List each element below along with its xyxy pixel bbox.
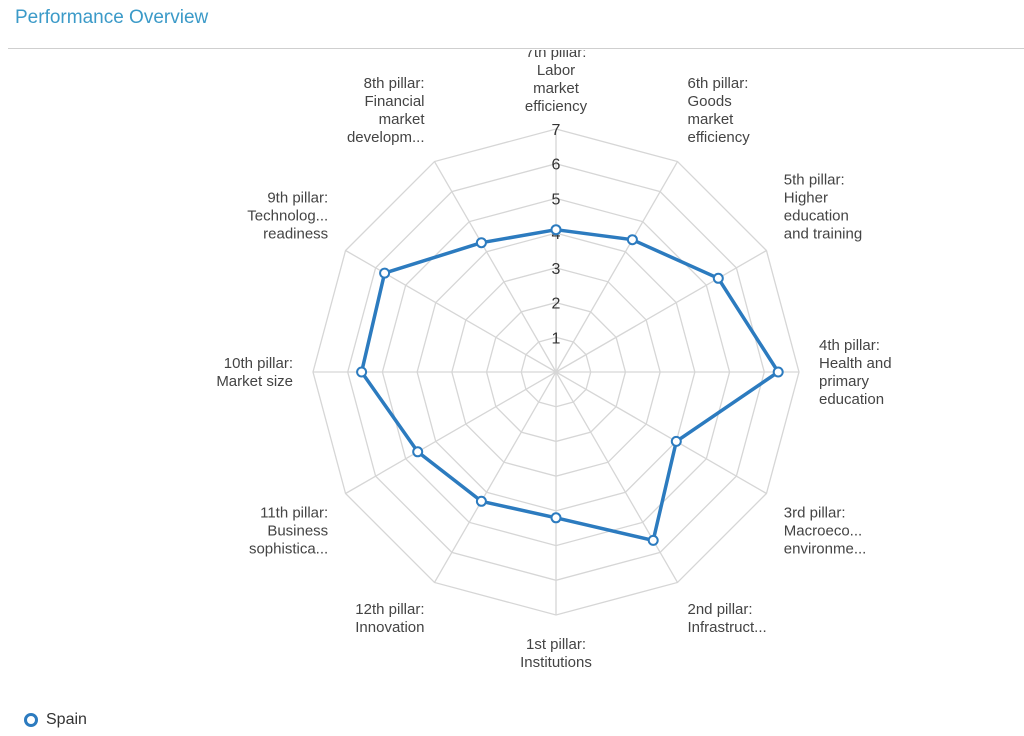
- data-point[interactable]: [379, 267, 391, 279]
- axis-label: 4th pillar: Health and primary education: [819, 337, 892, 408]
- grid-spoke: [555, 371, 767, 495]
- data-point[interactable]: [550, 224, 562, 236]
- data-point[interactable]: [475, 237, 487, 249]
- chart-header: Performance Overview: [0, 0, 1024, 50]
- axis-label: 5th pillar: Higher education and training: [784, 172, 862, 243]
- tick-label: 5: [552, 191, 561, 208]
- grid-spoke: [555, 161, 679, 373]
- legend-item-spain[interactable]: Spain: [46, 711, 87, 728]
- axis-label: 11th pillar: Business sophistica...: [249, 505, 328, 558]
- axis-label: 2nd pillar: Infrastruct...: [688, 601, 767, 636]
- radar-chart: 1234567 7th pillar:Labormarketefficiency…: [216, 50, 891, 671]
- grid-spoke: [433, 371, 557, 583]
- tick-label: 3: [552, 261, 561, 278]
- tick-label: 2: [552, 296, 561, 313]
- data-point[interactable]: [550, 512, 562, 524]
- radar-grid: [312, 128, 800, 616]
- axis-labels: 7th pillar: Labor market efficiency 6th pill…: [216, 50, 891, 671]
- tick-label: 1: [552, 330, 561, 347]
- data-point[interactable]: [412, 446, 424, 458]
- axis-label: 9th pillar: Technolog... readiness: [247, 190, 328, 243]
- axis-label: 8th pillar: Financial market developm...: [347, 75, 425, 146]
- axis-label: 1st pillar: Institutions: [520, 636, 592, 671]
- series-spain: [356, 224, 784, 546]
- data-point[interactable]: [356, 366, 368, 378]
- data-point[interactable]: [772, 366, 784, 378]
- tick-label: 6: [552, 157, 561, 174]
- header-divider: [8, 48, 1024, 49]
- grid-spoke: [433, 161, 557, 373]
- grid-spoke: [555, 371, 679, 583]
- data-point[interactable]: [475, 495, 487, 507]
- chart-title: Performance Overview: [15, 7, 209, 28]
- legend[interactable]: Spain: [24, 708, 87, 732]
- grid-spoke: [345, 371, 557, 495]
- axis-label: 12th pillar: Innovation: [355, 601, 424, 636]
- data-point[interactable]: [712, 272, 724, 284]
- axis-label: 3rd pillar: Macroeco... environme...: [784, 505, 867, 558]
- axis-label: 10th pillar: Market size: [216, 355, 293, 390]
- data-point[interactable]: [670, 435, 682, 447]
- legend-marker-icon: [24, 713, 38, 727]
- axis-label: 7th pillar: Labor market efficiency: [525, 50, 588, 115]
- data-point[interactable]: [626, 234, 638, 246]
- data-point[interactable]: [647, 534, 659, 546]
- grid-spoke: [555, 249, 767, 373]
- tick-label: 7: [552, 122, 561, 139]
- axis-label: 6th pillar: Goods market efficiency: [688, 75, 751, 146]
